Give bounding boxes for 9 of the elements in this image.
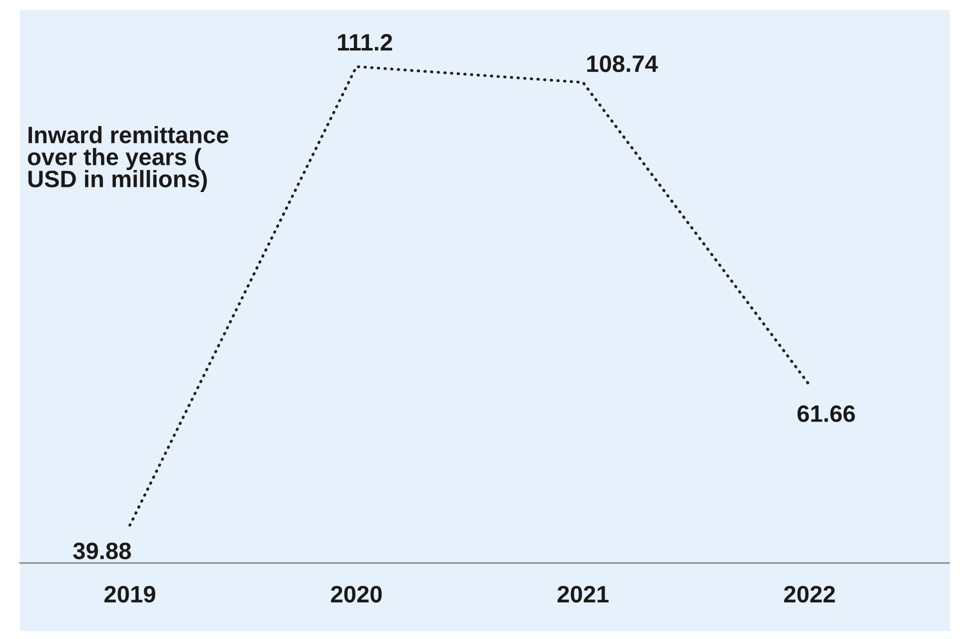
x-tick-label: 2022 [784,586,835,603]
x-tick-label: 2020 [330,586,382,603]
x-tick-label: 2019 [104,586,156,603]
data-label: 39.88 [73,542,131,560]
text: Inward remittance over the years ( USD in millions) [28,126,228,192]
data-label: 108.74 [587,55,658,72]
data-label: 111.2 [338,34,392,50]
x-tick-label: 2021 [558,586,609,603]
data-label: 61.66 [798,405,855,422]
